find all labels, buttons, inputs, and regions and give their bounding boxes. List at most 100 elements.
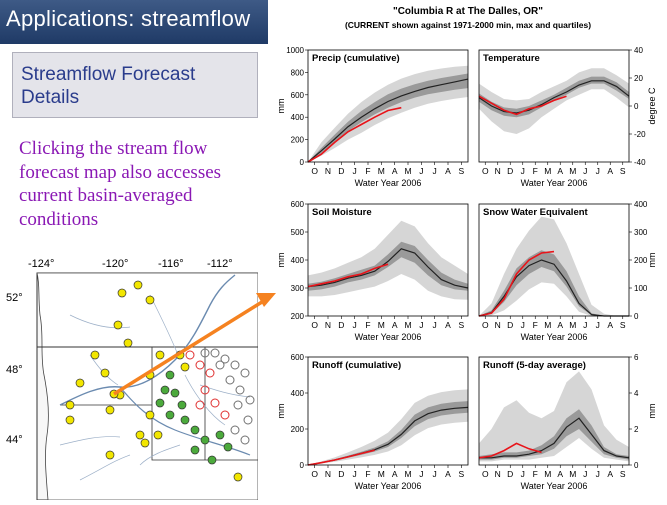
x-tick-label: M xyxy=(569,166,576,176)
map-svg: -124° -120° -116° -112° 52° 48° 44° xyxy=(0,255,258,500)
x-tick-label: O xyxy=(311,166,318,176)
x-tick-label: D xyxy=(338,320,344,330)
lon-label: -116° xyxy=(158,258,184,270)
x-tick-label: M xyxy=(404,320,411,330)
y-tick-label: 200 xyxy=(291,312,305,321)
basin-conditions-panel: "Columbia R at The Dalles, OR" (CURRENT … xyxy=(268,0,667,500)
x-tick-label: D xyxy=(507,469,513,479)
x-tick-label: O xyxy=(482,166,489,176)
x-tick-label: A xyxy=(392,469,398,479)
y-tick-label: -20 xyxy=(634,130,646,139)
y-tick-label: 6 xyxy=(634,353,639,362)
x-tick-label: A xyxy=(445,320,451,330)
section-title: Streamflow Forecast Details xyxy=(21,64,196,108)
current-line xyxy=(307,449,375,466)
x-tick-label: A xyxy=(392,166,398,176)
quartile-band xyxy=(479,76,629,118)
chart-title: Runoff (cumulative) xyxy=(312,360,401,371)
y-axis-label: mm xyxy=(647,404,657,419)
x-axis-label: Water Year 2006 xyxy=(521,481,588,491)
x-tick-label: A xyxy=(607,320,613,330)
x-tick-label: A xyxy=(557,166,563,176)
x-axis-label: Water Year 2006 xyxy=(521,178,588,188)
current-line xyxy=(478,442,542,459)
y-tick-label: 400 xyxy=(634,200,648,209)
x-tick-label: J xyxy=(353,469,357,479)
y-tick-label: 0 xyxy=(634,461,639,470)
chart-panel-subtitle: (CURRENT shown against 1971-2000 min, ma… xyxy=(345,20,591,30)
y-tick-label: 200 xyxy=(291,136,305,145)
chart-title: Temperature xyxy=(483,53,540,64)
x-tick-label: J xyxy=(419,166,423,176)
lon-label: -124° xyxy=(28,258,54,270)
x-tick-label: A xyxy=(557,469,563,479)
x-tick-label: N xyxy=(325,469,331,479)
land-shape xyxy=(36,272,258,500)
y-tick-label: 600 xyxy=(291,200,305,209)
median-line xyxy=(478,80,630,114)
streamflow-forecast-map[interactable]: -124° -120° -116° -112° 52° 48° 44° xyxy=(0,255,258,500)
x-tick-label: F xyxy=(533,166,538,176)
chart-runoff_5day: Runoff (5-day average)O N D J F M A M J J A SWater … xyxy=(478,353,657,491)
x-tick-label: A xyxy=(445,166,451,176)
x-tick-label: D xyxy=(338,166,344,176)
x-tick-label: N xyxy=(325,166,331,176)
y-tick-label: 500 xyxy=(291,228,305,237)
x-tick-label: O xyxy=(311,469,318,479)
x-tick-label: F xyxy=(365,166,370,176)
x-tick-label: D xyxy=(507,320,513,330)
y-axis-label: mm xyxy=(276,253,286,268)
y-axis-label: degree C xyxy=(647,87,657,125)
chart-title: Runoff (5-day average) xyxy=(483,360,586,371)
median-line xyxy=(307,78,469,163)
x-tick-label: J xyxy=(419,320,423,330)
current-line xyxy=(478,250,555,317)
x-tick-label: F xyxy=(365,320,370,330)
x-tick-label: M xyxy=(404,166,411,176)
x-tick-label: M xyxy=(544,320,551,330)
current-line xyxy=(307,106,402,163)
y-tick-label: 4 xyxy=(634,389,639,398)
y-axis-label: mm xyxy=(276,404,286,419)
y-tick-label: 40 xyxy=(634,46,643,55)
x-tick-label: S xyxy=(458,166,464,176)
x-tick-label: J xyxy=(583,166,587,176)
quartile-band xyxy=(308,401,468,465)
x-tick-label: M xyxy=(378,320,385,330)
x-tick-label: A xyxy=(557,320,563,330)
y-tick-label: 600 xyxy=(291,353,305,362)
x-axis-label: Water Year 2006 xyxy=(521,332,588,342)
x-tick-label: S xyxy=(458,320,464,330)
y-tick-label: 200 xyxy=(634,256,648,265)
x-tick-label: M xyxy=(378,469,385,479)
y-tick-label: 100 xyxy=(634,284,648,293)
y-tick-label: 1000 xyxy=(286,46,304,55)
lat-label: 52° xyxy=(6,292,23,304)
y-tick-label: 0 xyxy=(300,461,305,470)
x-tick-label: J xyxy=(433,469,437,479)
median-line xyxy=(307,248,469,289)
x-tick-label: N xyxy=(325,320,331,330)
x-tick-label: M xyxy=(569,320,576,330)
y-axis-label: mm xyxy=(647,253,657,268)
selected-station-marker[interactable] xyxy=(109,389,119,399)
y-tick-label: 400 xyxy=(291,113,305,122)
lon-label: -112° xyxy=(207,258,233,270)
chart-title: Precip (cumulative) xyxy=(312,53,400,64)
x-tick-label: J xyxy=(583,320,587,330)
y-tick-label: 0 xyxy=(634,312,639,321)
x-tick-label: N xyxy=(495,166,501,176)
lat-label: 48° xyxy=(6,364,23,376)
y-tick-label: 400 xyxy=(291,389,305,398)
y-tick-label: 20 xyxy=(634,74,643,83)
x-tick-label: J xyxy=(521,166,525,176)
y-axis-label: mm xyxy=(276,99,286,114)
x-tick-label: M xyxy=(544,166,551,176)
y-tick-label: 300 xyxy=(634,228,648,237)
x-tick-label: A xyxy=(392,320,398,330)
x-tick-label: J xyxy=(521,320,525,330)
x-tick-label: J xyxy=(596,320,600,330)
plot-frame xyxy=(478,356,630,466)
